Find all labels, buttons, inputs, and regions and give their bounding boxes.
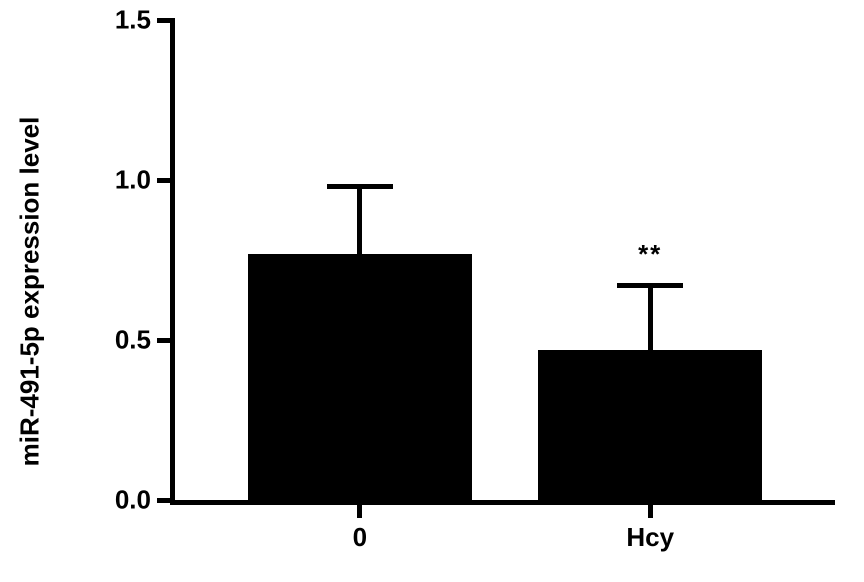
plot-area: 0.00.51.01.50Hcy** (170, 20, 835, 505)
y-axis-label-wrap: miR-491-5p expression level (0, 0, 60, 582)
bar (538, 350, 762, 500)
error-cap (327, 184, 393, 189)
y-tick-label: 1.5 (115, 5, 151, 36)
x-tick-label: 0 (353, 522, 367, 553)
y-tick (157, 498, 175, 503)
y-tick-label: 0.0 (115, 485, 151, 516)
x-tick (357, 500, 362, 518)
y-tick (157, 338, 175, 343)
significance-marker: ** (638, 239, 662, 270)
y-tick (157, 178, 175, 183)
y-tick (157, 18, 175, 23)
x-tick-label: Hcy (626, 522, 674, 553)
y-axis-label: miR-491-5p expression level (15, 116, 46, 466)
bar (248, 254, 472, 500)
error-cap (617, 283, 683, 288)
x-tick (648, 500, 653, 518)
y-tick-label: 1.0 (115, 165, 151, 196)
error-bar (357, 186, 362, 253)
y-tick-label: 0.5 (115, 325, 151, 356)
error-bar (648, 286, 653, 350)
chart-container: miR-491-5p expression level 0.00.51.01.5… (0, 0, 864, 582)
